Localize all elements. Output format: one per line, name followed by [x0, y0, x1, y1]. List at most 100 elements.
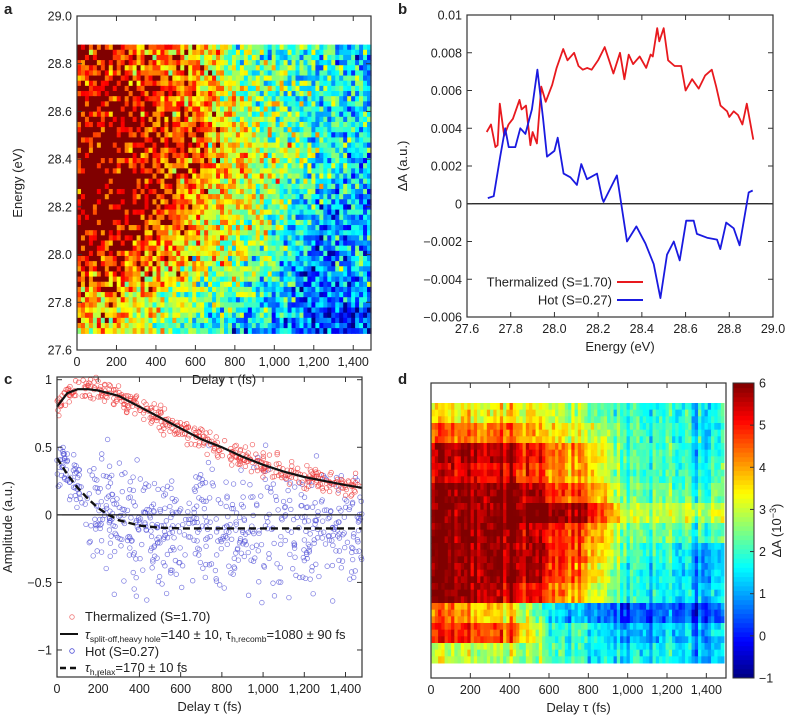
- heatmap-cell: [307, 281, 313, 288]
- heatmap-cell: [291, 250, 297, 257]
- heatmap-cell: [172, 127, 177, 133]
- heatmap-cell: [108, 111, 114, 118]
- heatmap-cell: [327, 121, 332, 128]
- heatmap-cell: [164, 266, 169, 273]
- heatmap-cell: [132, 307, 138, 314]
- heatmap-cell: [200, 163, 205, 169]
- heatmap-cell: [359, 322, 364, 329]
- heatmap-cell: [343, 245, 348, 252]
- heatmap-cell: [144, 271, 150, 278]
- heatmap-cell: [204, 80, 209, 87]
- heatmap-cell: [80, 297, 86, 303]
- heatmap-cell: [331, 147, 336, 154]
- heatmap-cell: [299, 317, 305, 324]
- heatmap-cell: [323, 312, 328, 319]
- heatmap-cell: [235, 214, 241, 221]
- heatmap-cell: [112, 75, 118, 82]
- hot-data-point: [282, 513, 288, 519]
- heatmap-cell: [144, 317, 150, 324]
- heatmap-cell: [152, 54, 158, 61]
- heatmap-cell: [220, 266, 225, 273]
- heatmap-cell: [235, 101, 241, 108]
- heatmap-cell: [263, 142, 269, 149]
- heatmap-cell: [188, 188, 193, 195]
- heatmap-cell: [227, 261, 233, 267]
- heatmap-cell: [144, 204, 150, 211]
- heatmap-cell: [335, 302, 340, 309]
- heatmap-cell: [160, 91, 166, 97]
- heatmap-cell: [200, 286, 205, 293]
- hot-data-point: [313, 453, 320, 459]
- heatmap-cell: [124, 111, 130, 118]
- heatmap-cell: [255, 65, 261, 72]
- heatmap-cell: [100, 292, 106, 298]
- heatmap-cell: [343, 111, 348, 118]
- heatmap-cell: [168, 183, 173, 190]
- heatmap-cell: [152, 271, 158, 278]
- heatmap-cell: [224, 255, 229, 262]
- heatmap-cell: [239, 44, 245, 51]
- hot-data-point: [350, 545, 356, 552]
- heatmap-cell: [307, 54, 313, 61]
- heatmap-cell: [291, 255, 297, 262]
- heatmap-cell: [212, 121, 217, 128]
- heatmap-cell: [323, 80, 328, 87]
- hot-data-point: [277, 565, 283, 571]
- heatmap-cell: [267, 101, 273, 108]
- heatmap-cell: [319, 312, 324, 319]
- heatmap-cell: [283, 240, 289, 247]
- heatmap-cell: [279, 219, 285, 226]
- heatmap-cell: [208, 127, 213, 133]
- hot-data-point: [98, 538, 105, 544]
- heatmap-cell: [176, 328, 181, 334]
- thermalized-data-point: [253, 451, 259, 457]
- heatmap-cell: [216, 75, 221, 82]
- heatmap-cell: [279, 271, 285, 278]
- heatmap-cell: [283, 127, 289, 133]
- heatmap-cell: [247, 183, 253, 190]
- heatmap-cell: [204, 168, 209, 175]
- heatmap-cell: [108, 328, 114, 334]
- heatmap-cell: [200, 101, 205, 108]
- heatmap-cell: [224, 307, 229, 314]
- heatmap-cell: [339, 80, 344, 87]
- heatmap-cell: [275, 214, 281, 221]
- heatmap-cell: [259, 276, 265, 283]
- panel-a-y-tick-label: 27.8: [48, 296, 72, 310]
- heatmap-cell: [323, 91, 328, 97]
- hot-data-point: [119, 488, 125, 495]
- heatmap-cell: [303, 322, 309, 329]
- heatmap-cell: [88, 65, 94, 72]
- heatmap-cell: [235, 209, 241, 216]
- heatmap-cell: [164, 168, 169, 175]
- heatmap-cell: [271, 183, 277, 190]
- heatmap-cell: [287, 80, 293, 87]
- heatmap-cell: [148, 96, 154, 102]
- heatmap-cell: [124, 317, 130, 324]
- heatmap-cell: [335, 214, 340, 221]
- panel-a-y-tick-label: 28.2: [48, 200, 72, 214]
- heatmap-cell: [188, 116, 193, 123]
- heatmap-cell: [176, 101, 181, 108]
- heatmap-cell: [128, 281, 134, 288]
- heatmap-cell: [92, 54, 98, 61]
- heatmap-cell: [112, 111, 118, 118]
- heatmap-cell: [188, 168, 193, 175]
- heatmap-cell: [184, 75, 189, 82]
- hot-data-point: [150, 559, 156, 565]
- heatmap-cell: [311, 91, 316, 97]
- heatmap-cell: [112, 188, 118, 195]
- heatmap-cell: [196, 173, 201, 180]
- heatmap-cell: [315, 199, 320, 206]
- heatmap-cell: [315, 322, 320, 329]
- heatmap-cell: [307, 173, 313, 180]
- heatmap-cell: [124, 214, 130, 221]
- heatmap-cell: [243, 80, 249, 87]
- heatmap-cell: [243, 250, 249, 257]
- heatmap-cell: [204, 101, 209, 108]
- heatmap-cell: [108, 70, 114, 77]
- heatmap-cell: [307, 65, 313, 72]
- heatmap-cell: [112, 204, 118, 211]
- heatmap-cell: [156, 142, 162, 149]
- heatmap-cell: [100, 240, 106, 247]
